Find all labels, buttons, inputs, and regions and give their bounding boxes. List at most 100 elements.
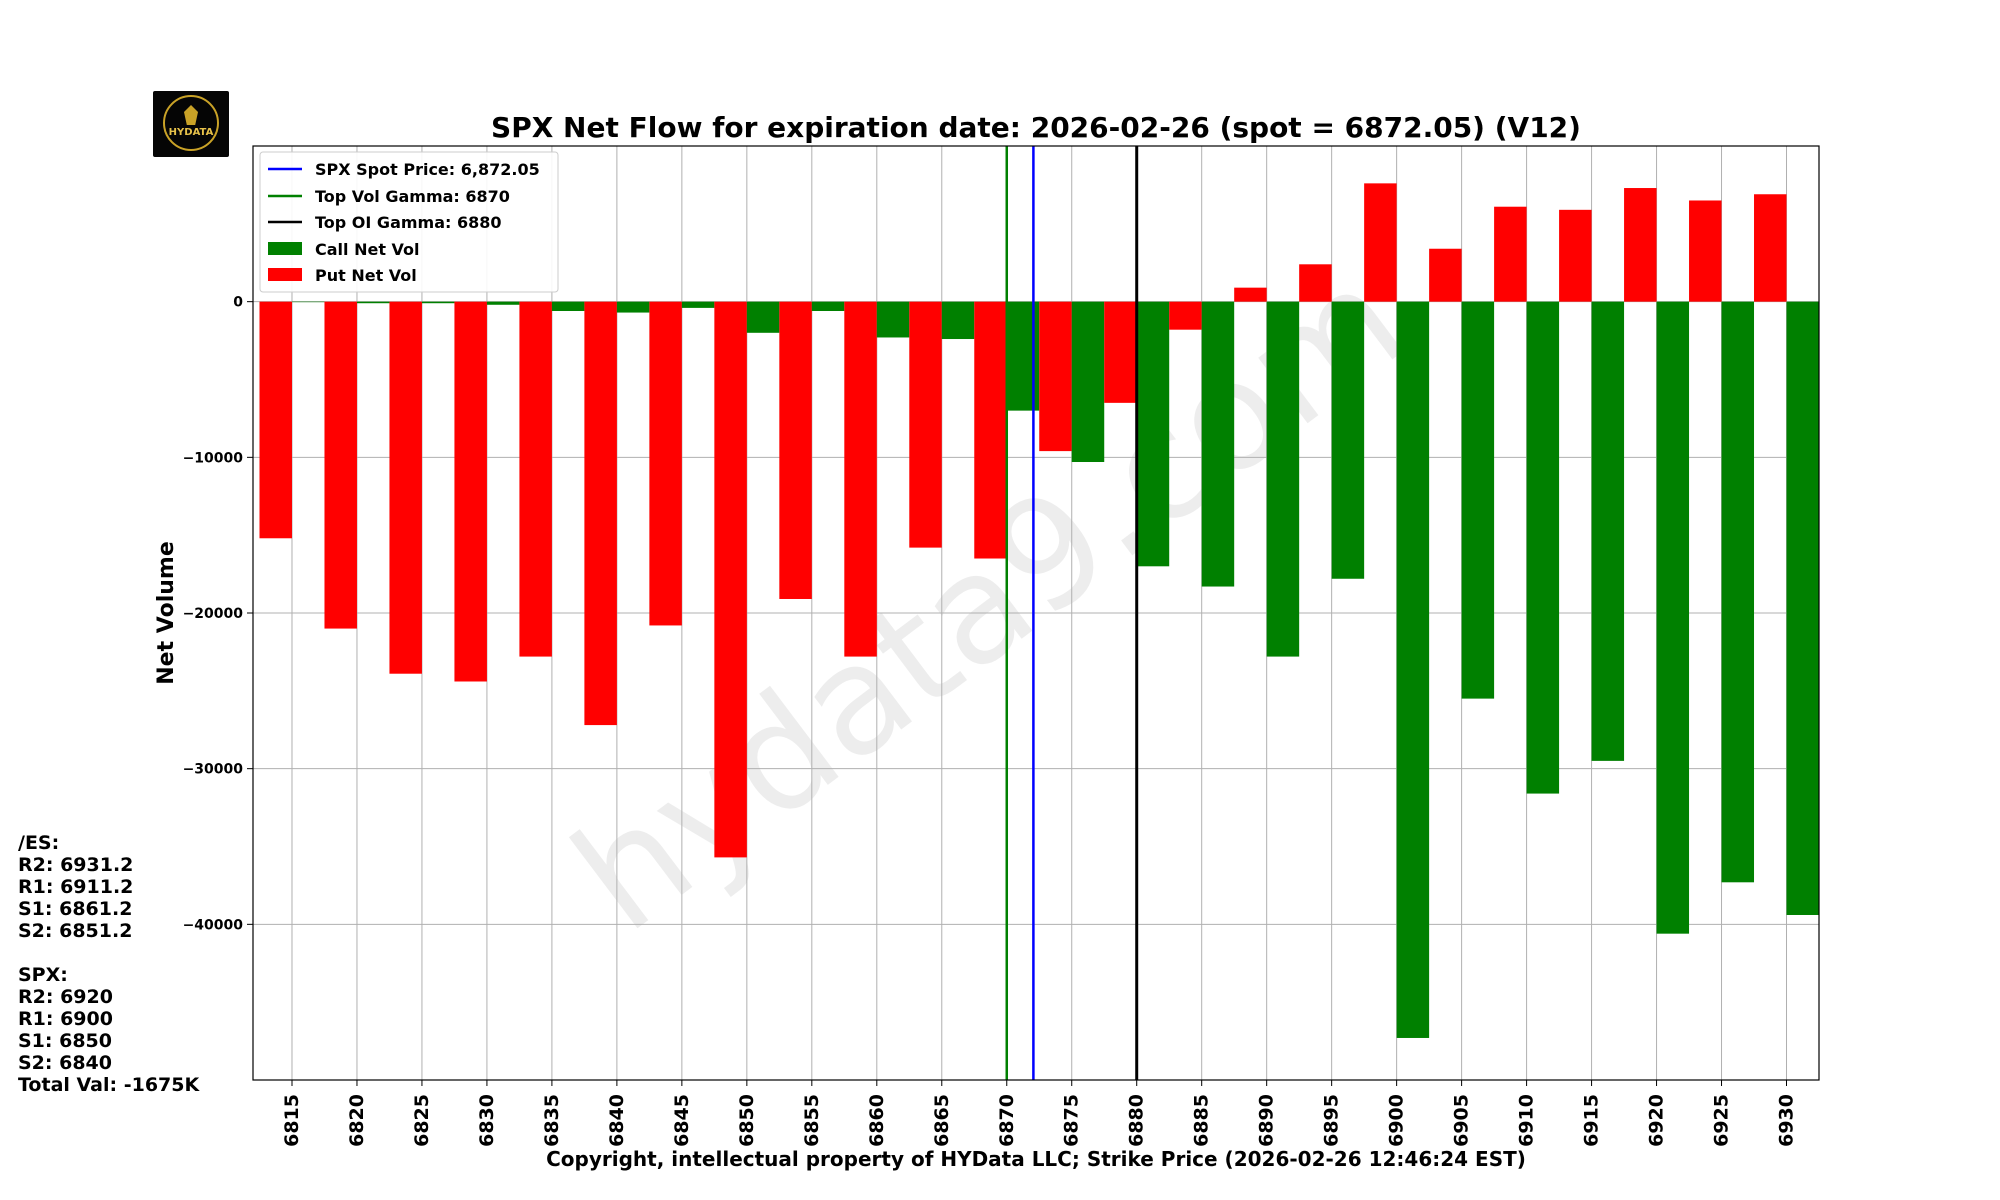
x-tick-label: 6820 [346, 1094, 368, 1147]
x-tick-label: 6925 [1711, 1094, 1733, 1147]
put-bar [779, 301, 812, 599]
x-tick-label: 6865 [931, 1094, 953, 1147]
levels-line: S2: 6851.2 [18, 920, 133, 942]
y-tick-label: −10000 [183, 450, 244, 466]
call-bar [1266, 301, 1300, 657]
x-tick-label: 6930 [1776, 1094, 1798, 1147]
call-bar [876, 301, 910, 338]
call-bar [1136, 301, 1170, 567]
put-bar [1039, 301, 1072, 452]
x-tick-label: 6920 [1646, 1094, 1668, 1147]
put-bar [714, 301, 747, 858]
call-bar [1591, 301, 1625, 761]
y-axis-label: Net Volume [154, 541, 179, 685]
levels-line: S1: 6861.2 [18, 898, 133, 920]
levels-spacer [18, 942, 199, 964]
legend-oi-gamma-label: Top OI Gamma: 6880 [315, 213, 502, 232]
call-bar [1656, 301, 1690, 934]
call-bar [1396, 301, 1430, 1038]
put-bar [1299, 264, 1332, 302]
x-tick-label: 6840 [606, 1094, 628, 1147]
call-bar [1526, 301, 1560, 794]
put-bar [844, 301, 877, 657]
chart-title: SPX Net Flow for expiration date: 2026-0… [491, 111, 1581, 144]
x-tick-label: 6915 [1581, 1094, 1603, 1147]
x-tick-label: 6895 [1321, 1094, 1343, 1147]
levels-line: R2: 6931.2 [18, 854, 134, 876]
put-bar [974, 301, 1007, 559]
put-bar [519, 301, 552, 657]
levels-line: R2: 6920 [18, 986, 113, 1008]
call-bar [421, 301, 455, 304]
hydata-logo: HYDATA [153, 91, 229, 157]
y-tick-label: −30000 [183, 762, 244, 778]
call-bar [811, 301, 845, 312]
logo-brand: HYDATA [168, 127, 214, 138]
call-bar [941, 301, 975, 340]
legend-box [259, 151, 559, 293]
levels-line: S1: 6850 [18, 1030, 112, 1052]
legend-put-swatch [268, 268, 302, 281]
x-tick-label: 6815 [281, 1094, 303, 1147]
put-bar [1494, 206, 1527, 302]
call-bar [291, 301, 325, 303]
x-tick-label: 6825 [411, 1094, 433, 1147]
call-bar [1721, 301, 1755, 883]
put-bar [389, 301, 422, 674]
levels-line: Total Val: -1675K [18, 1074, 200, 1096]
x-tick-label: 6880 [1126, 1094, 1148, 1147]
call-bar [681, 301, 715, 308]
x-tick-label: 6830 [476, 1094, 498, 1147]
call-bar [1786, 301, 1819, 915]
legend-spot-label: SPX Spot Price: 6,872.05 [315, 160, 540, 179]
call-bar [1071, 301, 1105, 463]
put-bar [1429, 248, 1462, 302]
put-bar [1559, 209, 1592, 302]
x-tick-label: 6860 [866, 1094, 888, 1147]
y-tick-label: 0 [233, 295, 243, 311]
put-bar [324, 301, 357, 629]
put-bar [1364, 183, 1397, 302]
x-tick-label: 6910 [1516, 1094, 1538, 1147]
call-bar [551, 301, 585, 312]
put-bar [1104, 301, 1137, 403]
call-bar [356, 301, 390, 304]
footer-text: Copyright, intellectual property of HYDa… [546, 1147, 1526, 1171]
call-bar [1461, 301, 1495, 699]
levels-line: R1: 6911.2 [18, 876, 134, 898]
x-tick-label: 6850 [736, 1094, 758, 1147]
put-bar [1754, 194, 1787, 302]
put-bar [1689, 200, 1722, 302]
levels-panel: /ES: R2: 6931.2 R1: 6911.2 S1: 6861.2 S2… [18, 832, 199, 1096]
call-bar [1201, 301, 1235, 587]
put-bar [909, 301, 942, 548]
put-bar [259, 301, 292, 539]
wolf-icon [184, 105, 198, 125]
put-bar [584, 301, 617, 726]
y-tick-label: −20000 [183, 606, 244, 622]
legend-put-label: Put Net Vol [315, 266, 417, 285]
levels-line: R1: 6900 [18, 1008, 113, 1030]
x-tick-label: 6875 [1061, 1094, 1083, 1147]
levels-line: S2: 6840 [18, 1052, 112, 1074]
put-bar [454, 301, 487, 682]
call-bar [616, 301, 650, 313]
logo-ring [163, 95, 219, 151]
levels-line: SPX: [18, 964, 68, 986]
put-bar [1624, 188, 1657, 302]
legend-call-label: Call Net Vol [315, 240, 420, 259]
x-tick-label: 6835 [541, 1094, 563, 1147]
call-bar [1331, 301, 1365, 579]
call-bar [746, 301, 780, 333]
call-bar [486, 301, 520, 305]
legend-call-swatch [268, 242, 302, 255]
put-bar [1169, 301, 1202, 330]
legend-vol-gamma-label: Top Vol Gamma: 6870 [315, 187, 510, 206]
x-tick-label: 6890 [1256, 1094, 1278, 1147]
levels-line: /ES: [18, 832, 60, 854]
legend: SPX Spot Price: 6,872.05 Top Vol Gamma: … [259, 151, 559, 293]
x-tick-label: 6845 [671, 1094, 693, 1147]
x-tick-label: 6870 [996, 1094, 1018, 1147]
put-bar [1234, 287, 1267, 302]
